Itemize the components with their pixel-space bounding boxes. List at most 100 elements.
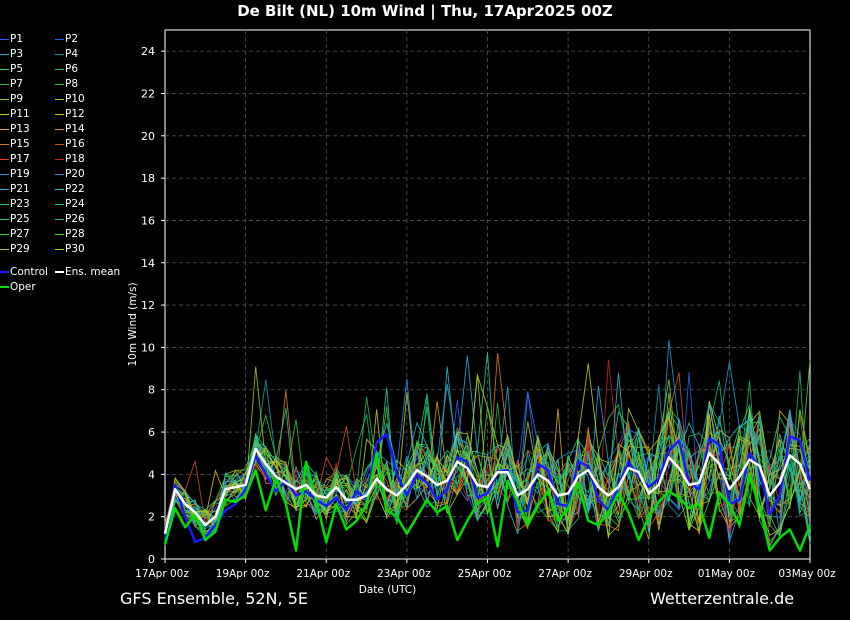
legend-label: P17 (10, 153, 30, 165)
x-tick-label: 21Apr 00z (296, 568, 350, 580)
legend-swatch (55, 68, 64, 70)
legend-swatch (0, 188, 9, 190)
legend-item: P28 (55, 227, 85, 242)
y-tick-label: 18 (141, 172, 155, 185)
legend-swatch (55, 233, 64, 235)
legend-item: P15 (0, 137, 30, 152)
legend-item: P21 (0, 182, 30, 197)
legend-swatch (55, 143, 64, 145)
legend-item: P11 (0, 107, 30, 122)
legend-item: P13 (0, 122, 30, 137)
legend-item: P2 (55, 32, 78, 47)
legend-item: P4 (55, 47, 78, 62)
legend-item: P29 (0, 242, 30, 257)
y-tick-label: 14 (141, 257, 155, 270)
legend-item: P10 (55, 92, 85, 107)
chart-title: De Bilt (NL) 10m Wind | Thu, 17Apr2025 0… (237, 2, 613, 20)
legend-label: P11 (10, 108, 30, 120)
legend-label: P22 (65, 183, 85, 195)
legend-item: P5 (0, 62, 23, 77)
legend-label: P10 (65, 93, 85, 105)
legend-label: P1 (10, 33, 24, 45)
legend-swatch (0, 173, 9, 175)
legend-swatch (0, 53, 9, 55)
legend-item: P20 (55, 167, 85, 182)
legend-swatch (55, 98, 64, 100)
legend-label: P19 (10, 168, 30, 180)
legend-swatch (0, 203, 9, 205)
legend-label: Control (10, 266, 48, 278)
y-tick-label: 16 (141, 214, 155, 227)
legend-item: Control (0, 265, 48, 280)
legend-item: P7 (0, 77, 23, 92)
legend-label: P13 (10, 123, 30, 135)
legend-swatch (55, 218, 64, 220)
legend-item: P18 (55, 152, 85, 167)
legend-label: P8 (65, 78, 79, 90)
y-tick-label: 4 (148, 468, 155, 481)
oper-line (163, 451, 812, 552)
legend-label: P25 (10, 213, 30, 225)
legend-label: P7 (10, 78, 24, 90)
legend-item: P9 (0, 92, 23, 107)
x-tick-label: 23Apr 00z (377, 568, 431, 580)
legend-label: P18 (65, 153, 85, 165)
y-tick-label: 6 (148, 426, 155, 439)
x-tick-label: 27Apr 00z (538, 568, 592, 580)
legend-swatch (55, 203, 64, 205)
legend-label: P20 (65, 168, 85, 180)
legend-label: P29 (10, 243, 30, 255)
legend-item: P24 (55, 197, 85, 212)
legend-item: P3 (0, 47, 23, 62)
legend-label: P28 (65, 228, 85, 240)
legend-swatch (0, 113, 9, 115)
y-tick-label: 12 (141, 299, 155, 312)
legend-label: P21 (10, 183, 30, 195)
legend-swatch (0, 271, 9, 273)
x-axis-label: Date (UTC) (359, 584, 416, 596)
legend-swatch (0, 143, 9, 145)
legend-label: P9 (10, 93, 24, 105)
legend-swatch (0, 218, 9, 220)
legend-label: Oper (10, 281, 36, 293)
legend-swatch (55, 188, 64, 190)
legend-label: P23 (10, 198, 30, 210)
legend-item: P14 (55, 122, 85, 137)
legend-label: P12 (65, 108, 85, 120)
y-tick-label: 2 (148, 511, 155, 524)
y-tick-label: 22 (141, 87, 155, 100)
legend-item: P6 (55, 62, 78, 77)
legend-swatch (55, 83, 64, 85)
legend-item: P8 (55, 77, 78, 92)
y-tick-label: 10 (141, 341, 155, 354)
legend-item: P16 (55, 137, 85, 152)
x-tick-label: 03May 00z (778, 568, 836, 580)
legend-swatch (0, 158, 9, 160)
y-tick-label: 0 (148, 553, 155, 566)
legend-swatch (0, 248, 9, 250)
legend-label: P30 (65, 243, 85, 255)
legend-item: Ens. mean (55, 265, 120, 280)
legend-item: P30 (55, 242, 85, 257)
legend-label: P2 (65, 33, 79, 45)
legend: P1 P2 P3 P4 P5 P6 P7 P8 P9 P10 P11 P12 P13 P14 P15 P16 P… (0, 32, 135, 293)
legend-swatch (55, 113, 64, 115)
legend-swatch (55, 173, 64, 175)
legend-label: P16 (65, 138, 85, 150)
legend-swatch (0, 128, 9, 130)
y-tick-label: 8 (148, 384, 155, 397)
legend-label: P4 (65, 48, 79, 60)
x-tick-label: 25Apr 00z (458, 568, 512, 580)
x-tick-label: 19Apr 00z (216, 568, 270, 580)
footer-site-label: Wetterzentrale.de (650, 589, 795, 608)
legend-item: P1 (0, 32, 23, 47)
legend-item: P12 (55, 107, 85, 122)
legend-item: P27 (0, 227, 30, 242)
legend-item: P26 (55, 212, 85, 227)
member-series-line (164, 363, 811, 539)
x-tick-label: 01May 00z (698, 568, 756, 580)
legend-item: P25 (0, 212, 30, 227)
y-axis-label: 10m Wind (m/s) (127, 282, 139, 366)
legend-item: P17 (0, 152, 30, 167)
x-tick-label: 29Apr 00z (619, 568, 673, 580)
